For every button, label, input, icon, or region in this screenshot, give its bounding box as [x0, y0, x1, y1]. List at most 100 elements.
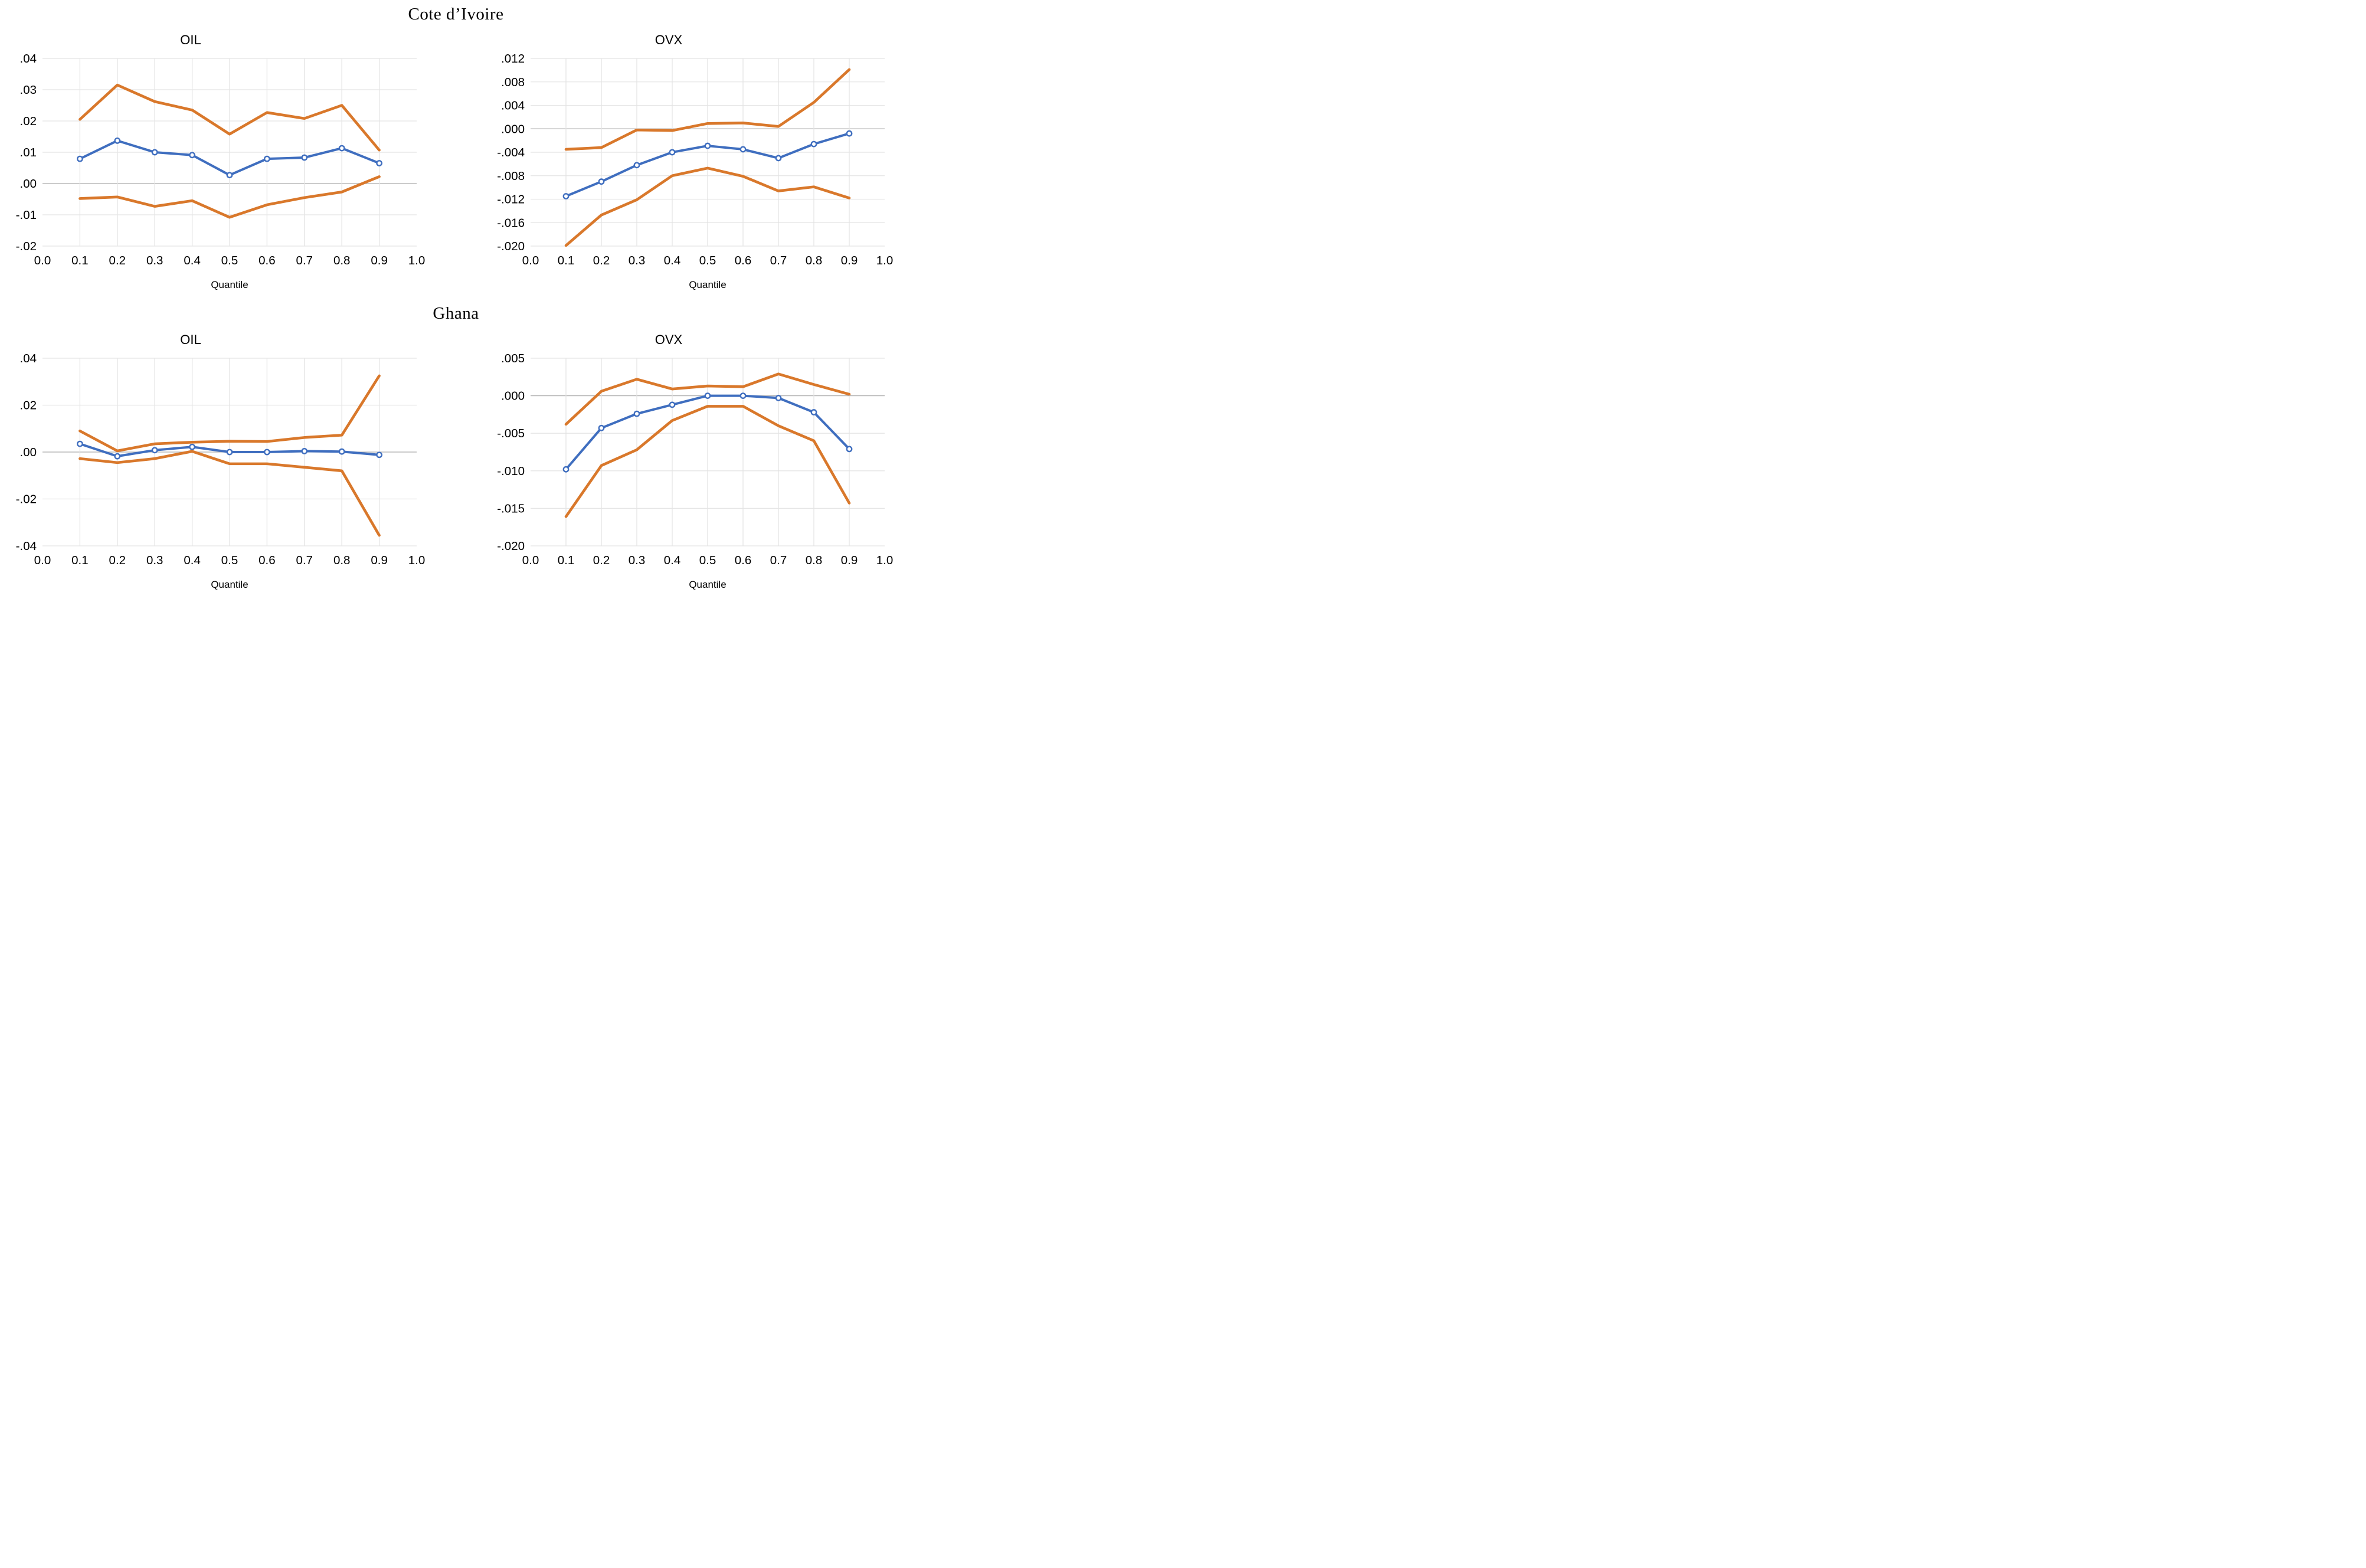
x-tick-label: 0.2	[593, 254, 610, 267]
data-point-marker	[376, 451, 382, 458]
data-point-marker	[562, 193, 570, 200]
upper-confidence-band-line	[78, 374, 381, 452]
x-tick-label: 0.4	[184, 554, 201, 567]
y-tick-label: -.020	[497, 539, 525, 553]
y-tick-label: .005	[501, 352, 525, 365]
upper-confidence-band-line	[78, 84, 381, 152]
row-cote-divoire: OIL .04.03.02.01.00 -.01 -.02 0.0 0.1 0.2 0.3 0…	[0, 24, 912, 291]
data-point-marker	[739, 146, 747, 153]
y-tick-label: .02	[20, 114, 37, 128]
x-tick-label: 0.1	[71, 254, 89, 267]
y-tick-label: -.010	[497, 464, 525, 477]
x-tick-label: 0.3	[146, 254, 163, 267]
y-tick-label: .000	[501, 389, 525, 402]
x-tick-label: 0.5	[699, 554, 716, 567]
data-point-marker	[598, 424, 605, 431]
x-tick-label: 0.8	[333, 254, 351, 267]
chart-title-ovx: OVX	[655, 332, 683, 347]
data-point-marker	[338, 145, 345, 152]
x-tick-label: 0.3	[629, 554, 646, 567]
x-axis-label-quantile: Quantile	[211, 279, 248, 291]
quantile-chart-cote-divoire-oil: .04 .03 .02 .01 .00 -.01 -.020.0 0.1 0.2 0.3 0.4 0.…	[16, 53, 426, 267]
lower-confidence-band-line	[78, 450, 381, 537]
data-point-marker	[669, 149, 676, 156]
quantile-chart-cote-divoire-ovx: .012 .008 .004 .000 -.004 -.008 -.012 -.016 -.02…	[497, 53, 894, 267]
x-tick-label: 0.9	[371, 254, 388, 267]
data-point-marker	[226, 172, 233, 179]
x-tick-label: 0.3	[629, 254, 646, 267]
data-point-marker	[151, 447, 158, 453]
data-point-marker	[263, 449, 270, 456]
y-tick-label: .000	[501, 123, 525, 136]
x-tick-label: 0.0	[34, 554, 51, 567]
y-tick-label: -.020	[497, 240, 525, 253]
panel-cote-divoire-oil: OIL .04 .03 .02 .01 .00 -.01 -.02 0.0 0.1 0.2 0.3 0…	[4, 24, 440, 291]
x-tick-label: 0.4	[664, 254, 681, 267]
data-point-marker	[739, 392, 747, 399]
y-tick-label: .04	[20, 352, 37, 365]
y-tick-label: -.04	[16, 539, 37, 553]
data-point-marker	[114, 138, 121, 145]
x-tick-label: 0.2	[109, 554, 126, 567]
data-point-marker	[775, 155, 782, 162]
data-point-marker	[704, 143, 711, 149]
y-tick-label: .00	[20, 177, 37, 191]
x-tick-label: 0.0	[34, 254, 51, 267]
x-tick-label: 0.9	[841, 554, 858, 567]
data-point-marker	[669, 401, 676, 408]
x-tick-label: 0.8	[806, 554, 823, 567]
x-axis-label-quantile: Quantile	[211, 578, 248, 590]
data-point-marker	[810, 408, 817, 415]
x-tick-label: 1.0	[876, 254, 894, 267]
y-tick-label: -.02	[16, 240, 37, 253]
data-point-marker	[846, 446, 853, 452]
data-point-marker	[376, 160, 382, 167]
x-tick-label: 1.0	[408, 254, 426, 267]
x-tick-label: 0.8	[806, 254, 823, 267]
data-point-marker	[76, 156, 83, 162]
data-point-marker	[263, 156, 270, 162]
y-tick-label: .04	[20, 53, 37, 66]
y-tick-label: .004	[501, 99, 525, 113]
data-point-marker	[704, 392, 711, 399]
panel-cote-divoire-ovx: OVX .012 .008 .004 .000 -.004 -.008 -.012 -.016…	[492, 24, 908, 291]
chart-title-oil: OIL	[180, 332, 201, 347]
data-point-marker	[598, 178, 605, 185]
y-tick-label: -.012	[497, 193, 525, 207]
x-tick-label: 0.7	[296, 554, 313, 567]
data-point-marker	[301, 154, 308, 161]
x-tick-label: 0.2	[109, 254, 126, 267]
y-tick-label: .00	[20, 446, 37, 459]
y-tick-label: -.016	[497, 217, 525, 230]
data-point-marker	[76, 440, 83, 447]
x-tick-label: 0.1	[71, 554, 89, 567]
x-tick-label: 0.5	[221, 254, 238, 267]
y-tick-label: .01	[20, 146, 37, 159]
row-ghana: OIL .04.02.00 -.02 -.04 0.0 0.1 0.2 0.3 0.4 0.5 0…	[0, 324, 912, 591]
upper-confidence-band-line	[564, 68, 851, 151]
data-point-marker	[633, 162, 640, 169]
x-tick-label: 0.2	[593, 554, 610, 567]
data-point-marker	[775, 394, 782, 401]
x-tick-label: 0.6	[735, 554, 752, 567]
x-tick-label: 0.7	[770, 554, 787, 567]
y-tick-label: .03	[20, 83, 37, 97]
x-tick-label: 0.3	[146, 554, 163, 567]
data-point-marker	[114, 453, 121, 460]
x-tick-label: 0.8	[333, 554, 351, 567]
x-tick-label: 0.6	[258, 554, 276, 567]
lower-confidence-band-line	[78, 175, 381, 219]
y-tick-label: -.015	[497, 502, 525, 515]
country-title-cote-divoire: Cote d’Ivoire	[408, 5, 504, 24]
y-tick-label: -.005	[497, 427, 525, 440]
x-tick-label: 0.5	[699, 254, 716, 267]
data-point-marker	[189, 443, 195, 450]
x-axis-label-quantile: Quantile	[689, 279, 727, 291]
y-tick-label: -.008	[497, 169, 525, 183]
x-tick-label: 0.9	[371, 554, 388, 567]
y-tick-label: .02	[20, 398, 37, 412]
x-tick-label: 0.7	[770, 254, 787, 267]
x-tick-label: 0.1	[558, 254, 575, 267]
x-tick-label: 0.0	[522, 554, 539, 567]
x-tick-label: 0.0	[522, 254, 539, 267]
